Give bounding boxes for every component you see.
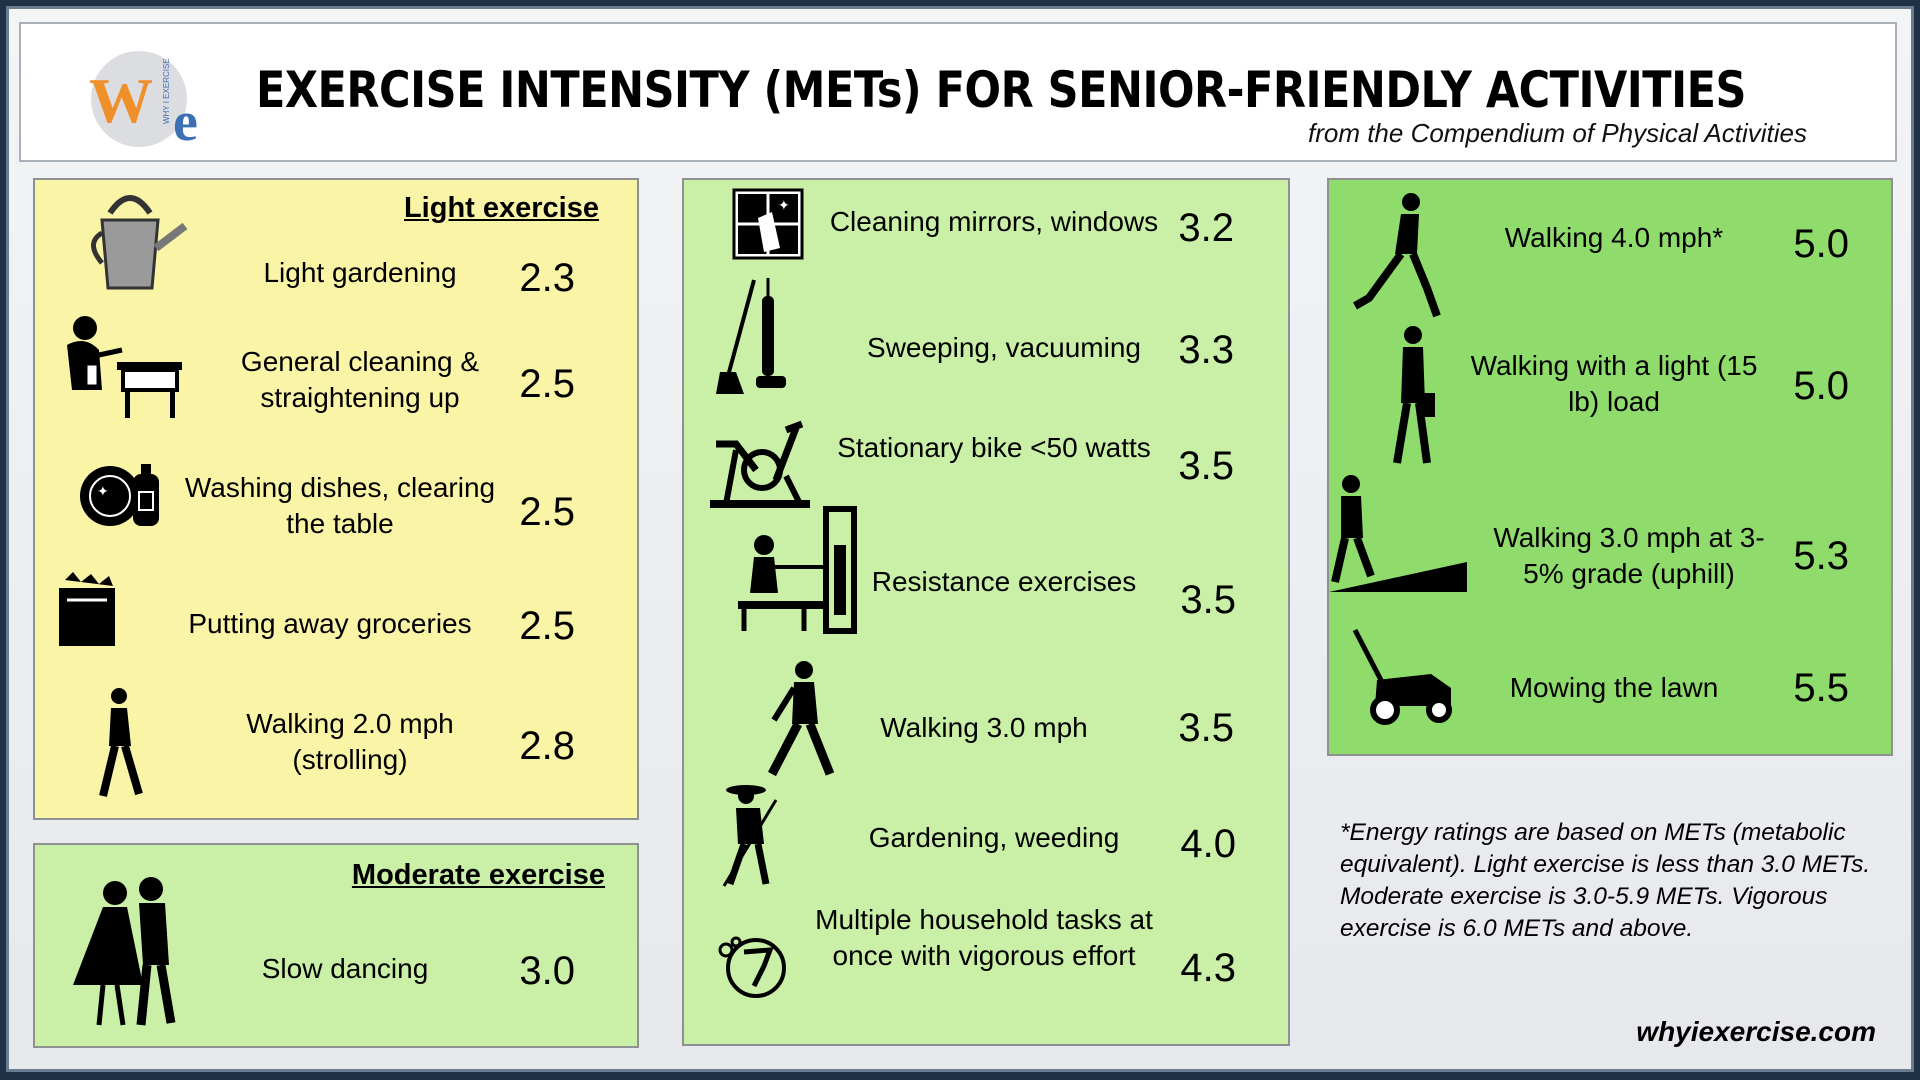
activity-label: Multiple household tasks at once with vi… xyxy=(815,904,1153,971)
svg-text:e: e xyxy=(173,91,198,153)
met-value: 3.5 xyxy=(1178,444,1234,488)
activity-label: Walking 4.0 mph* xyxy=(1504,222,1724,253)
activity-label: Stationary bike <50 watts xyxy=(837,432,1151,463)
stationary-bike-icon xyxy=(706,420,816,515)
activity-label: Light gardening xyxy=(263,257,457,288)
gardener-icon xyxy=(716,780,796,895)
met-value: 2.5 xyxy=(519,490,575,534)
activity-label: General cleaning & straightening up xyxy=(240,346,480,413)
broom-vacuum-icon xyxy=(714,276,794,401)
moderate-exercise-heading: Moderate exercise xyxy=(351,859,605,891)
met-value: 2.5 xyxy=(519,604,575,648)
activity-label: Resistance exercises xyxy=(871,566,1137,597)
page-subtitle: from the Compendium of Physical Activiti… xyxy=(1307,118,1807,148)
dishes-icon: ✦ xyxy=(77,458,167,543)
moderate-walking-panel: Walking 4.0 mph* 5.0 Walking with a ligh… xyxy=(1327,178,1893,756)
svg-text:W: W xyxy=(89,65,153,136)
svg-text:✦: ✦ xyxy=(97,483,109,499)
met-value: 3.3 xyxy=(1178,328,1234,372)
met-value: 3.5 xyxy=(1178,706,1234,750)
moderate-activities-panel: ✦ Cleaning mirrors, windows 3.2 Sweeping… xyxy=(682,178,1290,1046)
activity-label: Sweeping, vacuuming xyxy=(867,332,1141,363)
walker-with-bag-icon xyxy=(1379,323,1449,473)
activity-label: Washing dishes, clearing the table xyxy=(184,472,496,539)
met-value: 5.0 xyxy=(1793,222,1849,266)
strolling-person-icon xyxy=(85,686,155,806)
footnote: *Energy ratings are based on METs (metab… xyxy=(1340,819,1871,942)
met-value: 2.5 xyxy=(519,362,575,406)
activity-label: Walking 2.0 mph (strolling) xyxy=(246,708,454,775)
cleaning-person-icon xyxy=(57,310,187,425)
svg-text:WHY I EXERCISE: WHY I EXERCISE xyxy=(162,58,171,124)
activity-label: Mowing the lawn xyxy=(1509,672,1719,703)
light-exercise-heading: Light exercise xyxy=(403,192,599,224)
lawn-mower-icon xyxy=(1347,626,1457,731)
weight-machine-icon xyxy=(734,505,864,640)
walking-person-icon xyxy=(764,660,839,785)
activity-label: Slow dancing xyxy=(261,953,429,984)
fast-walker-icon xyxy=(1347,188,1447,328)
met-value: 5.3 xyxy=(1793,534,1849,578)
met-value: 5.5 xyxy=(1793,666,1849,710)
met-value: 3.2 xyxy=(1178,206,1234,250)
why-i-exercise-logo: W e WHY I EXERCISE xyxy=(69,44,219,154)
met-value: 4.3 xyxy=(1180,946,1236,990)
svg-text:✦: ✦ xyxy=(778,197,790,213)
activity-label: Gardening, weeding xyxy=(868,822,1120,853)
window-cleaning-icon: ✦ xyxy=(732,188,804,265)
header: W e WHY I EXERCISE EXERCISE INTENSITY (M… xyxy=(19,22,1897,162)
met-value: 2.3 xyxy=(519,256,575,300)
met-value: 3.0 xyxy=(519,949,575,993)
grocery-bag-icon xyxy=(53,570,123,655)
light-exercise-panel: Light exercise Light gardening 2.3 xyxy=(33,178,639,820)
met-value: 2.8 xyxy=(519,724,575,768)
activity-label: Walking with a light (15 lb) load xyxy=(1470,350,1758,417)
watering-can-icon xyxy=(80,188,190,303)
activity-label: Cleaning mirrors, windows xyxy=(829,206,1159,237)
activity-label: Walking 3.0 mph xyxy=(880,712,1088,743)
met-value: 5.0 xyxy=(1793,364,1849,408)
page-title: EXERCISE INTENSITY (METs) FOR SENIOR-FRI… xyxy=(256,62,1746,120)
moderate-exercise-panel: Moderate exercise Slow dancing 3.0 xyxy=(33,843,639,1048)
website-link[interactable]: whyiexercise.com xyxy=(1636,1016,1876,1047)
met-value: 4.0 xyxy=(1180,822,1236,866)
uphill-walker-icon xyxy=(1329,472,1469,602)
dancing-couple-icon xyxy=(73,865,183,1035)
activity-label: Walking 3.0 mph at 3-5% grade (uphill) xyxy=(1493,522,1765,589)
multitask-icon xyxy=(714,932,794,1007)
met-value: 3.5 xyxy=(1180,578,1236,622)
activity-label: Putting away groceries xyxy=(188,608,472,639)
